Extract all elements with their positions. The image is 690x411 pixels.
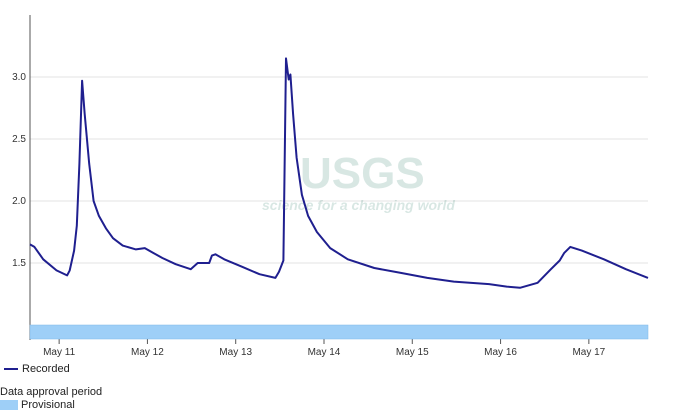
watermark-logo: USGS (300, 149, 425, 198)
y-tick-label: 2.0 (12, 196, 26, 207)
x-tick-label: May 16 (484, 347, 517, 358)
x-tick-label: May 15 (396, 347, 429, 358)
y-tick-label: 1.5 (12, 258, 26, 269)
chart: USGS science for a changing world 1.5 2.0… (12, 15, 649, 358)
provisional-swatch (0, 400, 18, 410)
series-group (29, 57, 649, 289)
x-tick-label: May 12 (131, 347, 164, 358)
y-tick-label: 3.0 (12, 72, 26, 83)
watermark-tagline: science for a changing world (262, 197, 455, 213)
x-tick-labels: May 11 May 12 May 13 May 14 May 15 May 16 May … (43, 339, 606, 358)
series-line-recorded (29, 57, 649, 289)
legend-line-swatch (4, 367, 18, 370)
gridlines (30, 76, 648, 264)
legend-item-recorded[interactable]: Recorded (2, 362, 70, 375)
usgs-watermark: USGS science for a changing world (262, 149, 455, 213)
approval-period-title: Data approval period (0, 386, 103, 398)
legend-label-recorded: Recorded (22, 362, 70, 375)
x-tick-label: May 11 (43, 347, 75, 358)
approval-bar (29, 324, 649, 340)
x-tick-label: May 17 (572, 347, 605, 358)
y-tick-label: 2.5 (12, 134, 26, 145)
y-tick-labels: 1.5 2.0 2.5 3.0 (12, 72, 26, 269)
approval-legend-item: Provisional (0, 399, 75, 411)
provisional-label: Provisional (21, 399, 75, 411)
x-tick-label: May 14 (308, 347, 341, 358)
x-tick-label: May 13 (219, 347, 252, 358)
legend: Recorded (2, 362, 70, 375)
